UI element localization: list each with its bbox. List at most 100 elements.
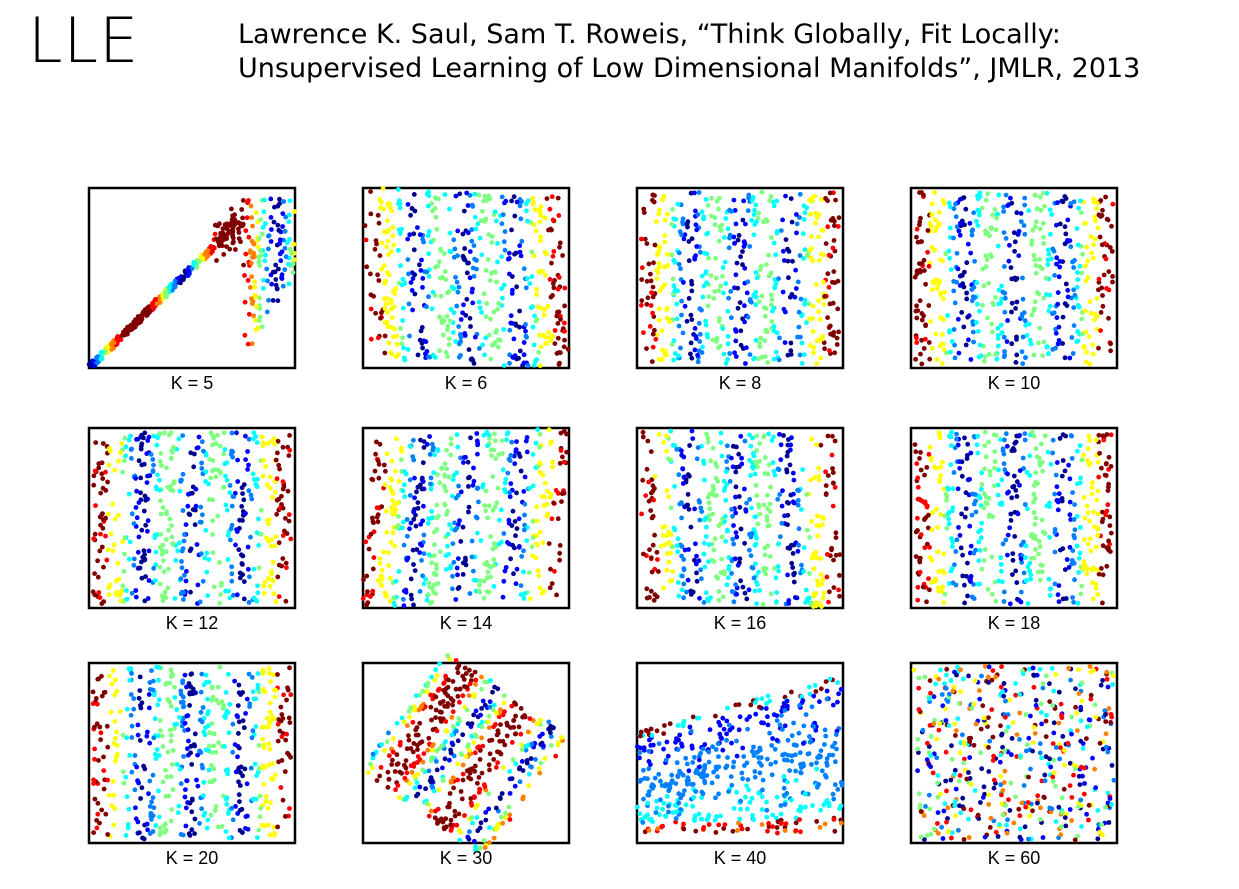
scatter-point <box>1072 577 1077 583</box>
scatter-point <box>1106 484 1111 490</box>
scatter-point <box>825 224 831 230</box>
scatter-point <box>546 719 552 725</box>
scatter-point <box>738 578 743 584</box>
scatter-point <box>688 312 694 318</box>
scatter-point <box>817 337 822 343</box>
scatter-point <box>125 825 131 831</box>
scatter-point <box>731 523 736 528</box>
scatter-point <box>256 743 262 748</box>
scatter-point <box>716 597 722 603</box>
scatter-point <box>747 457 752 463</box>
scatter-point <box>1091 509 1096 515</box>
scatter-point <box>654 219 659 225</box>
scatter-point <box>759 189 765 195</box>
scatter-point <box>822 294 828 299</box>
scatter-point <box>233 542 238 548</box>
scatter-point <box>1021 570 1027 576</box>
scatter-point <box>387 598 393 604</box>
scatter-point <box>265 805 271 811</box>
scatter-point <box>161 558 166 564</box>
scatter-point <box>915 584 921 590</box>
scatter-point <box>279 275 284 280</box>
scatter-point <box>1094 497 1100 503</box>
scatter-point <box>119 441 125 446</box>
scatter-point <box>940 459 945 465</box>
scatter-point <box>682 303 688 309</box>
scatter-point <box>256 565 262 571</box>
scatter-point <box>555 490 561 496</box>
scatter-point <box>169 762 175 767</box>
scatter-point <box>280 479 286 485</box>
scatter-point <box>772 277 778 283</box>
scatter-point <box>403 589 409 595</box>
scatter-point <box>279 563 285 569</box>
scatter-point <box>379 504 385 510</box>
scatter-point <box>213 474 219 480</box>
scatter-point <box>280 533 286 538</box>
scatter-point <box>277 196 282 202</box>
scatter-point <box>1049 212 1055 217</box>
scatter-point <box>500 212 506 218</box>
scatter-point <box>249 215 255 221</box>
scatter-point <box>524 334 529 340</box>
scatter-point <box>485 257 491 262</box>
scatter-point <box>412 568 418 573</box>
scatter-point <box>445 543 450 549</box>
scatter-point <box>254 484 260 490</box>
scatter-point <box>1022 502 1028 507</box>
scatter-point <box>392 603 398 608</box>
scatter-point <box>266 233 272 239</box>
scatter-point <box>1077 550 1083 556</box>
scatter-point <box>740 316 745 322</box>
scatter-point <box>741 239 747 245</box>
scatter-point <box>815 582 821 588</box>
scatter-point <box>747 531 752 537</box>
scatter-point <box>1054 315 1060 321</box>
scatter-point <box>384 739 390 745</box>
scatter-point <box>681 557 687 562</box>
scatter-point <box>104 557 110 563</box>
scatter-point <box>251 250 257 256</box>
scatter-point <box>210 468 215 474</box>
scatter-point <box>480 698 486 704</box>
scatter-point <box>456 483 461 489</box>
scatter-point <box>384 244 390 250</box>
scatter-point <box>488 316 493 322</box>
scatter-point <box>473 677 479 683</box>
scatter-point <box>280 486 286 492</box>
scatter-point <box>813 600 819 606</box>
scatter-point <box>1047 207 1053 213</box>
scatter-point <box>453 495 459 501</box>
scatter-point <box>976 212 982 218</box>
scatter-point <box>946 200 952 206</box>
scatter-point <box>1002 264 1007 269</box>
scatter-point <box>426 189 431 195</box>
scatter-point <box>555 516 561 522</box>
scatter-point <box>114 743 120 748</box>
scatter-point <box>95 800 101 806</box>
scatter-point <box>425 233 431 239</box>
scatter-point <box>720 594 726 600</box>
scatter-point <box>517 454 523 459</box>
scatter-point <box>785 352 791 358</box>
scatter-point <box>491 557 497 562</box>
scatter-point <box>836 329 841 335</box>
scatter-point <box>823 491 829 497</box>
scatter-point <box>556 275 562 280</box>
scatter-point <box>564 449 569 455</box>
scatter-point <box>215 432 221 438</box>
scatter-point <box>756 210 762 216</box>
scatter-point <box>283 254 289 260</box>
scatter-point <box>1041 295 1047 301</box>
scatter-point <box>1032 257 1038 263</box>
scatter-point <box>965 314 970 320</box>
scatter-point <box>660 197 665 203</box>
scatter-point <box>819 514 824 520</box>
scatter-point <box>391 334 396 340</box>
scatter-point <box>825 473 831 478</box>
scatter-point <box>465 744 470 749</box>
scatter-point <box>815 513 820 519</box>
scatter-point <box>98 730 104 736</box>
scatter-point <box>656 317 662 323</box>
scatter-point <box>195 582 201 588</box>
